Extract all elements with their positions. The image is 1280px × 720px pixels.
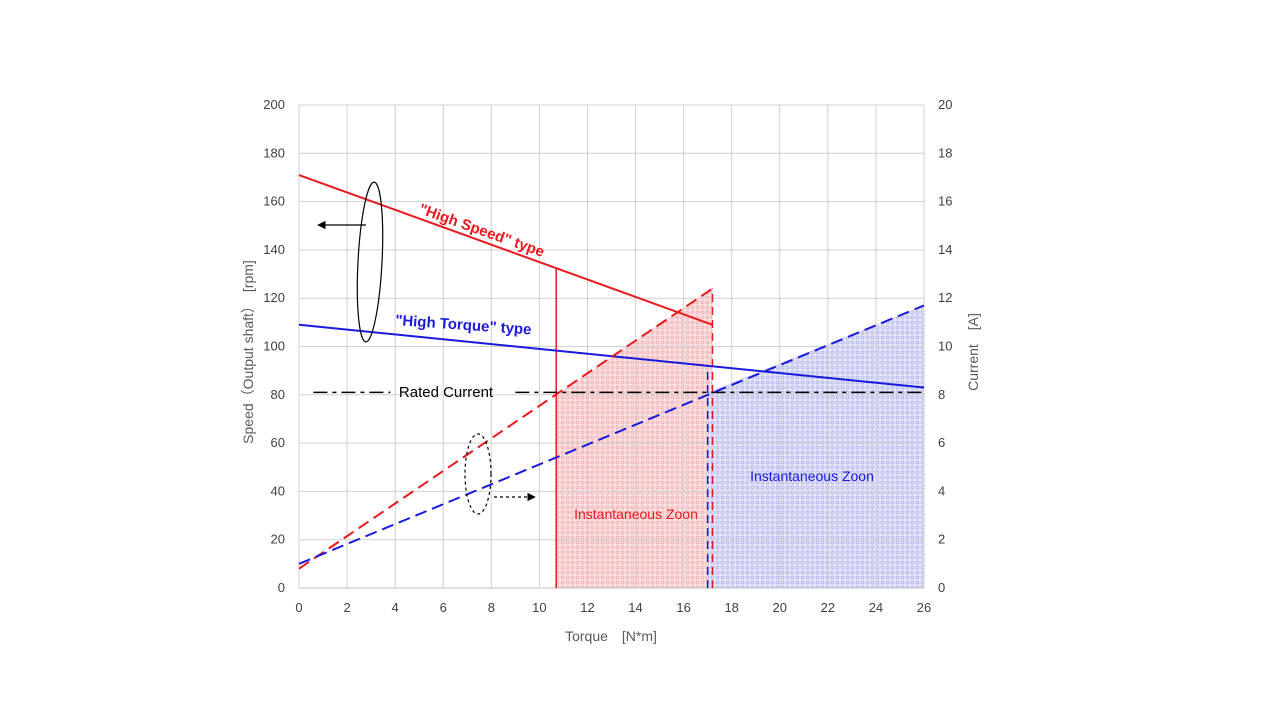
zone-layer	[556, 288, 924, 588]
current-group-ellipse	[464, 433, 492, 515]
x-tick-label: 18	[724, 600, 738, 615]
y2-tick-label: 20	[938, 97, 952, 112]
y2-tick-label: 6	[938, 435, 945, 450]
x-tick-label: 14	[628, 600, 642, 615]
x-tick-label: 26	[917, 600, 931, 615]
y2-tick-label: 18	[938, 145, 952, 160]
x-tick-label: 20	[773, 600, 787, 615]
y2-tick-label: 8	[938, 387, 945, 402]
series-high-speed-current-line	[298, 287, 714, 570]
series-high-torque-speed-line	[298, 323, 925, 389]
series-layer	[298, 174, 925, 588]
x-tick-label: 6	[440, 600, 447, 615]
series-high-torque-current-line	[298, 304, 925, 565]
y-tick-label: 180	[263, 145, 285, 160]
y-tick-label: 160	[263, 194, 285, 209]
y-tick-label: 0	[278, 580, 285, 595]
x-tick-label: 24	[869, 600, 883, 615]
series-label-high-speed: "High Speed" type	[417, 201, 547, 261]
y2-tick-label: 14	[938, 242, 952, 257]
x-tick-label: 16	[676, 600, 690, 615]
y-tick-label: 200	[263, 97, 285, 112]
x-axis-title: Torque [N*m]	[565, 628, 657, 644]
y2-tick-label: 16	[938, 194, 952, 209]
zone-high-torque-fill	[707, 305, 924, 588]
y2-tick-label: 10	[938, 339, 952, 354]
y-axis-title: Speed（Output shaft） [rpm]	[240, 260, 256, 444]
y-tick-label: 40	[271, 483, 285, 498]
zone-high-speed-fill	[556, 288, 713, 588]
x-tick-label: 4	[392, 600, 399, 615]
grid-layer	[298, 104, 925, 589]
speed-group-ellipse	[356, 181, 384, 343]
y2-tick-label: 2	[938, 532, 945, 547]
x-tick-label: 12	[580, 600, 594, 615]
y-tick-label: 140	[263, 242, 285, 257]
y-tick-label: 120	[263, 290, 285, 305]
rated-current-label: Rated Current	[399, 384, 494, 401]
x-tick-label: 2	[343, 600, 350, 615]
x-tick-label: 22	[821, 600, 835, 615]
y-tick-label: 80	[271, 387, 285, 402]
y2-tick-label: 0	[938, 580, 945, 595]
y-tick-label: 60	[271, 435, 285, 450]
series-label-high-torque: "High Torque" type	[395, 312, 532, 338]
y2-tick-label: 4	[938, 483, 945, 498]
zone-label-high-torque: Instantaneous Zoon	[750, 468, 874, 484]
y-tick-label: 20	[271, 532, 285, 547]
series-high-speed-speed-line	[298, 174, 713, 326]
y2-axis-title: Current [A]	[965, 313, 981, 391]
x-tick-label: 0	[295, 600, 302, 615]
x-tick-label: 10	[532, 600, 546, 615]
y-tick-label: 100	[263, 339, 285, 354]
x-tick-label: 8	[488, 600, 495, 615]
y2-tick-label: 12	[938, 290, 952, 305]
annotation-layer	[317, 181, 536, 515]
zone-label-high-speed: Instantaneous Zoon	[574, 506, 698, 522]
